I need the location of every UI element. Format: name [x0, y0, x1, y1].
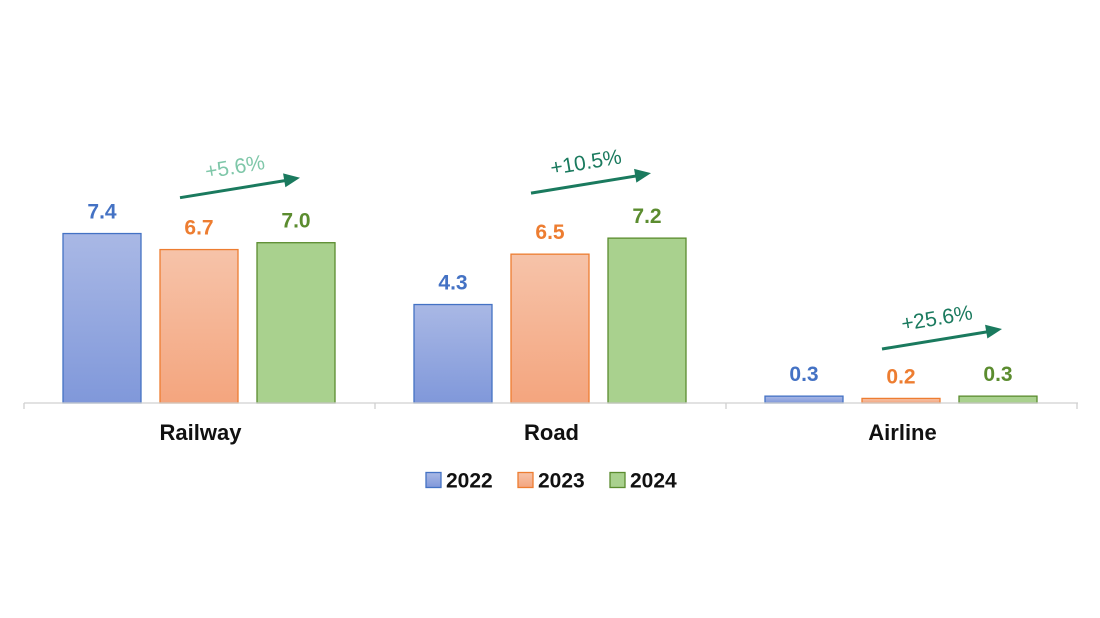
growth-arrow-railway [179, 178, 289, 200]
value-label-road-2022: 4.3 [438, 272, 467, 295]
bar-railway-2024 [256, 242, 336, 404]
growth-arrow-head-railway [283, 173, 300, 188]
bar-road-2022 [413, 303, 493, 404]
bar-airline-2024 [958, 395, 1038, 404]
bars-layer [62, 232, 1038, 404]
x-tick-label-road: Road [524, 420, 579, 445]
growth-arrow-airline [881, 329, 991, 351]
growth-label-road: +10.5% [549, 145, 624, 179]
legend: 2022 2023 2024 [425, 470, 677, 493]
value-labels-layer: 7.4 6.7 7.0 4.3 6.5 7.2 0.3 0.2 0.3 [87, 201, 1012, 389]
x-axis: Railway Road Airline [23, 402, 1078, 445]
legend-label-2024: 2024 [630, 470, 677, 493]
growth-arrow-road [530, 174, 640, 195]
bar-airline-2022 [764, 395, 844, 404]
value-label-airline-2022: 0.3 [789, 363, 818, 386]
value-label-road-2024: 7.2 [632, 205, 661, 228]
growth-arrow-head-road [634, 168, 651, 183]
legend-swatch-2024 [609, 471, 626, 489]
legend-label-2023: 2023 [538, 470, 585, 493]
value-label-airline-2024: 0.3 [983, 363, 1012, 386]
value-label-road-2023: 6.5 [535, 221, 565, 244]
bar-airline-2023 [861, 397, 941, 404]
bar-railway-2023 [159, 248, 239, 404]
legend-swatch-2022 [425, 471, 442, 489]
growth-label-airline: +25.6% [900, 301, 975, 335]
legend-swatch-2023 [517, 471, 534, 489]
value-label-airline-2023: 0.2 [886, 365, 915, 388]
growth-arrow-head-airline [985, 324, 1002, 339]
value-label-railway-2024: 7.0 [281, 210, 310, 233]
bar-road-2023 [510, 253, 590, 404]
x-tick-label-airline: Airline [868, 420, 936, 445]
bar-railway-2022 [62, 232, 142, 404]
growth-label-railway: +5.6% [203, 151, 266, 184]
value-label-railway-2023: 6.7 [184, 217, 213, 240]
legend-label-2022: 2022 [446, 470, 493, 493]
x-tick-label-railway: Railway [160, 420, 243, 445]
bar-road-2024 [607, 237, 687, 404]
value-label-railway-2022: 7.4 [87, 201, 117, 224]
